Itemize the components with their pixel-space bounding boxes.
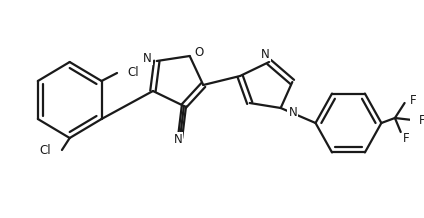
Text: F: F — [403, 133, 409, 145]
Text: Cl: Cl — [40, 145, 51, 157]
Text: N: N — [143, 51, 152, 65]
Text: N: N — [261, 48, 270, 61]
Text: N: N — [174, 133, 182, 146]
Text: F: F — [419, 114, 424, 126]
Text: N: N — [288, 106, 297, 119]
Text: O: O — [195, 46, 204, 60]
Text: Cl: Cl — [128, 65, 139, 78]
Text: F: F — [410, 94, 416, 107]
